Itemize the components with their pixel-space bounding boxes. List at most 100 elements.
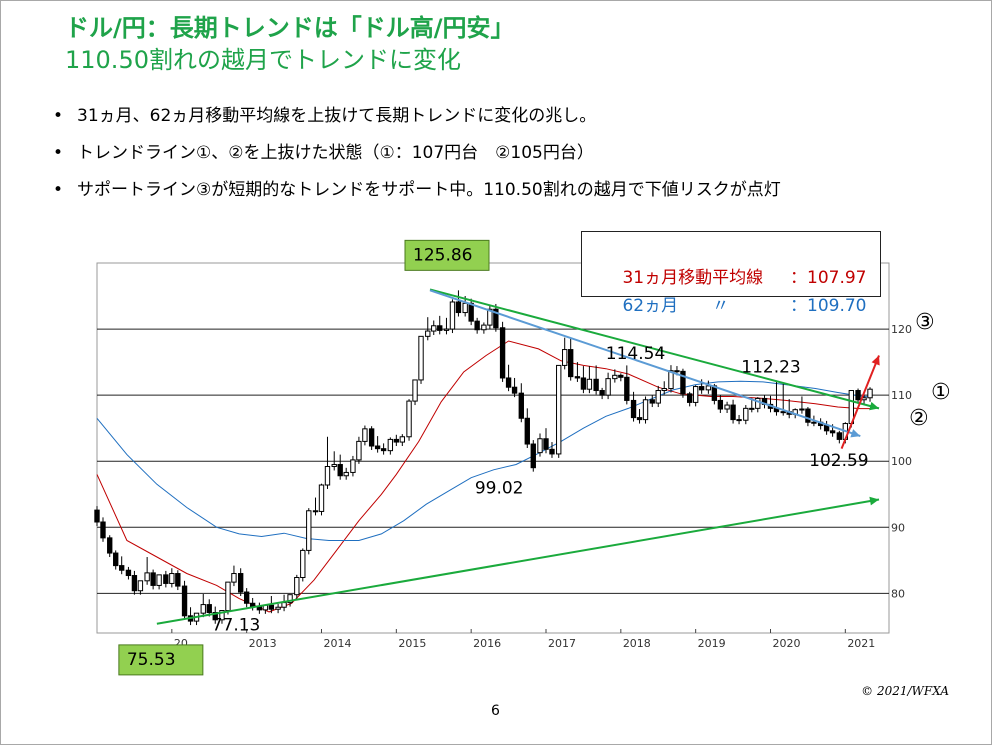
candle [661, 381, 667, 395]
candle [599, 387, 605, 400]
candle [524, 408, 530, 448]
candle-body [730, 404, 736, 421]
candle [624, 365, 630, 405]
candle-body [624, 376, 630, 401]
candle-body [717, 399, 724, 410]
candle-body [705, 385, 712, 391]
candle [356, 436, 362, 464]
candle-body [649, 399, 655, 404]
x-tick-label: 2021 [847, 637, 875, 650]
candle-body [562, 349, 568, 366]
y-tick-label: 90 [891, 521, 905, 534]
candle [318, 483, 325, 516]
candle-body [618, 374, 624, 378]
candle-body [300, 549, 306, 578]
candle [337, 454, 343, 480]
candle [219, 610, 225, 624]
candle-body [268, 604, 275, 610]
candle [642, 396, 649, 424]
legend-ma31-label: 31ヵ月移動平均線 [622, 268, 764, 288]
bullet-dot: • [53, 180, 64, 200]
candle [387, 437, 394, 455]
candle [163, 570, 169, 588]
candle [605, 372, 611, 400]
candle-body [468, 302, 474, 322]
x-tick-label: 2016 [473, 637, 501, 650]
candle-body [368, 428, 375, 447]
candle [275, 603, 281, 614]
candle [755, 397, 761, 413]
candle [231, 565, 237, 587]
candle [493, 303, 499, 332]
candle [100, 517, 106, 542]
candle-body [499, 327, 506, 379]
candle-body [449, 301, 456, 330]
candle [200, 594, 206, 618]
candle [380, 443, 387, 455]
candle-body [100, 521, 106, 539]
candle [175, 570, 181, 591]
candle [867, 387, 873, 402]
candle-body [294, 577, 300, 596]
candle [437, 315, 443, 335]
price-label: 112.23 [741, 357, 800, 377]
candle-body [418, 335, 424, 381]
bullet-text: サポートライン③が短期的なトレンドをサポート中。110.50割れの越月で下値リス… [77, 180, 781, 200]
x-axis-ticks: 20 2013 2014 2015 2016 2017 2018 2019 2020 2021 [171, 629, 875, 650]
candle [237, 568, 244, 596]
y-tick-label: 100 [891, 455, 912, 468]
candle-body [350, 459, 356, 473]
candle-body [455, 301, 462, 314]
candle-body [287, 594, 293, 604]
y-tick-label: 110 [891, 389, 912, 402]
candle-body [642, 399, 649, 421]
candle-body [200, 604, 206, 614]
trendline-③ [840, 355, 880, 450]
y-tick-label: 80 [891, 587, 905, 600]
candle-body [530, 443, 536, 469]
candle-body [181, 585, 188, 617]
candle [393, 434, 400, 447]
candle-body [674, 370, 680, 373]
candle [636, 409, 643, 424]
candle [150, 569, 156, 590]
candle [556, 364, 562, 458]
x-tick-label: 2018 [623, 637, 651, 650]
candle-body [505, 377, 512, 388]
candle-body [823, 425, 830, 432]
candle-body [337, 464, 343, 477]
candle-body [131, 575, 138, 592]
candle [368, 426, 375, 450]
candle [399, 434, 405, 447]
candle-body [362, 428, 368, 442]
bullet-item: • トレンドライン①、②を上抜けた状態（①：107円台 ②105円台） [53, 140, 903, 167]
candle [294, 574, 300, 599]
legend-ma62-label: 62ヵ月 〃 [622, 296, 730, 316]
candle-body [605, 378, 611, 396]
candle [137, 580, 144, 595]
candle [537, 433, 543, 457]
x-tick-label: 2017 [548, 637, 576, 650]
candle [543, 428, 549, 454]
candle-body [169, 573, 175, 584]
candle-body [655, 390, 661, 404]
candle-body [836, 432, 843, 440]
candle [518, 383, 524, 423]
candle-body [431, 325, 437, 332]
candle [505, 364, 512, 392]
candle [805, 407, 811, 427]
title-line-1: ドル/円：長期トレンドは「ドル高/円安」 [65, 14, 515, 42]
candle-body [867, 388, 873, 399]
candle-body [406, 400, 412, 438]
candle-body [94, 509, 100, 523]
candle-body [306, 510, 312, 551]
candle [586, 366, 593, 394]
candle [724, 401, 730, 413]
candle-body [749, 407, 755, 410]
candle [350, 455, 356, 477]
candle-body [586, 378, 593, 390]
candle-body [144, 572, 150, 582]
trendline-① [429, 288, 880, 410]
candle-body [549, 448, 555, 455]
